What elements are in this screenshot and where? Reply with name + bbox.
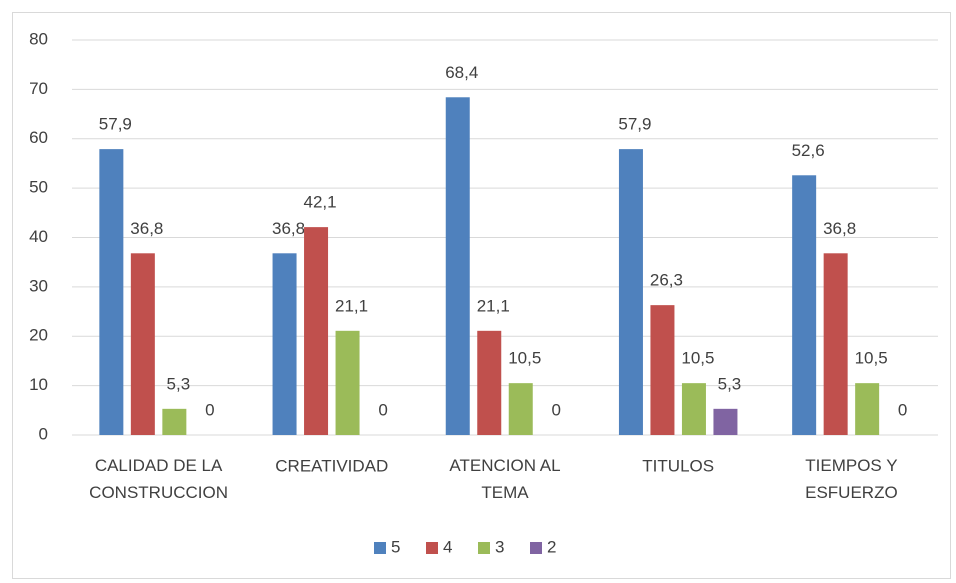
bar [713, 408, 738, 435]
bar [618, 149, 643, 435]
x-tick-label: ATENCION AL TEMA [449, 456, 560, 502]
y-tick-label: 20 [29, 326, 48, 345]
bar [650, 305, 675, 435]
data-label: 57,9 [99, 115, 132, 134]
data-label: 0 [205, 400, 214, 419]
y-tick-label: 0 [39, 424, 48, 443]
legend-swatch [530, 542, 542, 554]
y-tick-label: 40 [29, 227, 48, 246]
data-label: 10,5 [681, 349, 714, 368]
legend-swatch [478, 542, 490, 554]
y-tick-label: 30 [29, 276, 48, 295]
y-tick-label: 70 [29, 79, 48, 98]
data-label: 10,5 [508, 349, 541, 368]
bar [855, 383, 880, 435]
data-label: 42,1 [304, 193, 337, 212]
bar [445, 97, 470, 436]
y-tick-label: 60 [29, 128, 48, 147]
bar [99, 149, 124, 435]
legend-label: 2 [547, 537, 556, 556]
bar [335, 330, 360, 435]
legend-label: 5 [391, 537, 400, 556]
data-label: 36,8 [823, 219, 856, 238]
legend-swatch [426, 542, 438, 554]
data-label: 36,8 [272, 219, 305, 238]
bar [130, 253, 155, 435]
data-label: 5,3 [718, 374, 742, 393]
data-label: 68,4 [445, 63, 478, 82]
data-label: 26,3 [650, 271, 683, 290]
y-tick-label: 10 [29, 375, 48, 394]
x-tick-label: CALIDAD DE LA CONSTRUCCION [89, 456, 228, 502]
data-label: 0 [898, 400, 907, 419]
bar [477, 330, 502, 435]
bar [162, 408, 187, 435]
bar [272, 253, 297, 435]
bar [823, 253, 848, 435]
data-label: 21,1 [477, 296, 510, 315]
x-tick-label: TITULOS [642, 456, 714, 475]
legend-label: 4 [443, 537, 452, 556]
x-tick-label: TIEMPOS Y ESFUERZO [805, 456, 898, 502]
data-label: 0 [552, 400, 561, 419]
data-label: 57,9 [618, 115, 651, 134]
data-label: 36,8 [130, 219, 163, 238]
y-tick-label: 80 [29, 29, 48, 48]
data-label: 21,1 [335, 296, 368, 315]
x-tick-label: CREATIVIDAD [275, 456, 388, 475]
y-tick-label: 50 [29, 178, 48, 197]
bar [792, 175, 817, 435]
data-label: 10,5 [855, 349, 888, 368]
bar [681, 383, 706, 435]
legend-label: 3 [495, 537, 504, 556]
legend-swatch [374, 542, 386, 554]
bar [304, 227, 329, 435]
data-label: 5,3 [167, 374, 191, 393]
bar [508, 383, 533, 435]
data-label: 0 [378, 400, 387, 419]
data-label: 52,6 [792, 141, 825, 160]
